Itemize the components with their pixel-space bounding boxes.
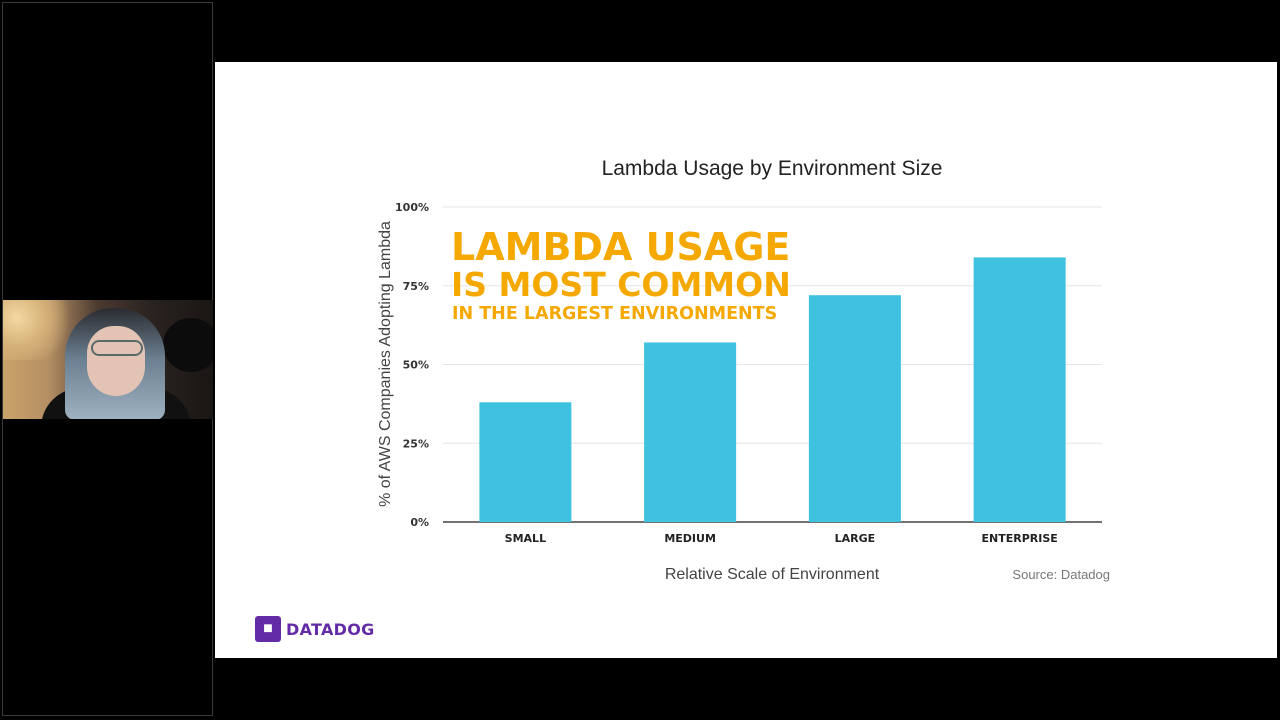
y-axis-label: % of AWS Companies Adopting Lambda xyxy=(377,221,394,507)
x-tick-label: LARGE xyxy=(835,532,876,545)
x-axis-label: Relative Scale of Environment xyxy=(665,566,880,583)
y-tick-label: 25% xyxy=(403,437,429,450)
datadog-logo: ■ DATADOG xyxy=(255,616,375,642)
bar-chart: Lambda Usage by Environment Size 0% 25% 50… xyxy=(377,157,1110,583)
callout-line-1: LAMBDA USAGE xyxy=(451,225,790,269)
y-tick-label: 0% xyxy=(410,516,429,529)
presenter-face xyxy=(87,326,145,396)
x-tick-label: MEDIUM xyxy=(664,532,716,545)
y-tick-label: 75% xyxy=(403,280,429,293)
x-tick-label: SMALL xyxy=(505,532,546,545)
bar-medium xyxy=(644,342,737,522)
presenter-webcam xyxy=(3,300,213,419)
presentation-slide: Lambda Usage by Environment Size 0% 25% 50… xyxy=(215,62,1277,658)
bar-large xyxy=(808,295,901,522)
callout-line-2: IS MOST COMMON xyxy=(451,265,791,304)
bar-small xyxy=(479,402,572,522)
callout-line-3: IN THE LARGEST ENVIRONMENTS xyxy=(452,304,777,324)
callout: LAMBDA USAGE IS MOST COMMON IN THE LARGE… xyxy=(451,225,791,324)
chart-title: Lambda Usage by Environment Size xyxy=(602,157,943,180)
x-tick-label: ENTERPRISE xyxy=(981,532,1057,545)
dog-icon: ■ xyxy=(255,616,281,642)
lamp-glow xyxy=(3,300,73,360)
logo-text: DATADOG xyxy=(286,619,375,639)
presenter-glasses xyxy=(91,340,143,356)
source-note: Source: Datadog xyxy=(1012,567,1110,582)
bar-enterprise xyxy=(973,257,1066,522)
y-tick-label: 50% xyxy=(403,359,429,372)
y-tick-label: 100% xyxy=(395,201,429,214)
microphone xyxy=(163,318,213,372)
